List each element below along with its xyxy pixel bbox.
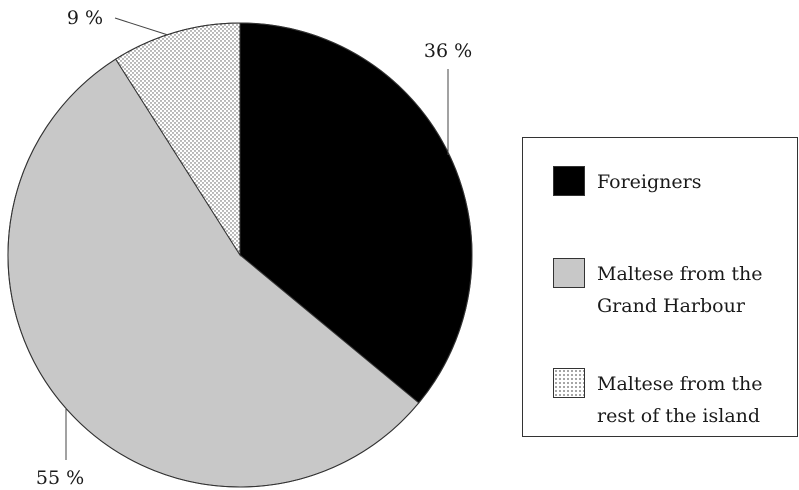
slice-label-rest-of-island: 9 %: [67, 7, 103, 29]
legend-label-rest-of-island-line2: rest of the island: [597, 405, 761, 427]
legend-swatch-grand-harbour: [553, 258, 585, 288]
legend-label-rest-of-island: Maltese from the rest of the island: [597, 368, 797, 432]
leader-line-rest-of-island: [114, 17, 169, 36]
legend-label-rest-of-island-line1: Maltese from the: [597, 373, 763, 395]
slice-label-grand-harbour: 55 %: [36, 467, 84, 489]
legend-swatch-foreigners: [553, 166, 585, 196]
pie-outline: [7, 22, 473, 488]
legend: Foreigners Maltese from the Grand Harbou…: [522, 137, 798, 437]
slice-label-foreigners: 36 %: [424, 40, 472, 62]
legend-item-foreigners: Foreigners: [553, 166, 797, 198]
legend-swatch-rest-of-island: [553, 368, 585, 398]
legend-label-foreigners: Foreigners: [597, 171, 702, 193]
legend-label-grand-harbour: Maltese from the Grand Harbour: [597, 258, 797, 322]
legend-label-grand-harbour-line1: Maltese from the: [597, 263, 763, 285]
legend-label-grand-harbour-line2: Grand Harbour: [597, 295, 745, 317]
legend-item-grand-harbour: Maltese from the Grand Harbour: [553, 258, 797, 322]
legend-item-rest-of-island: Maltese from the rest of the island: [553, 368, 797, 432]
